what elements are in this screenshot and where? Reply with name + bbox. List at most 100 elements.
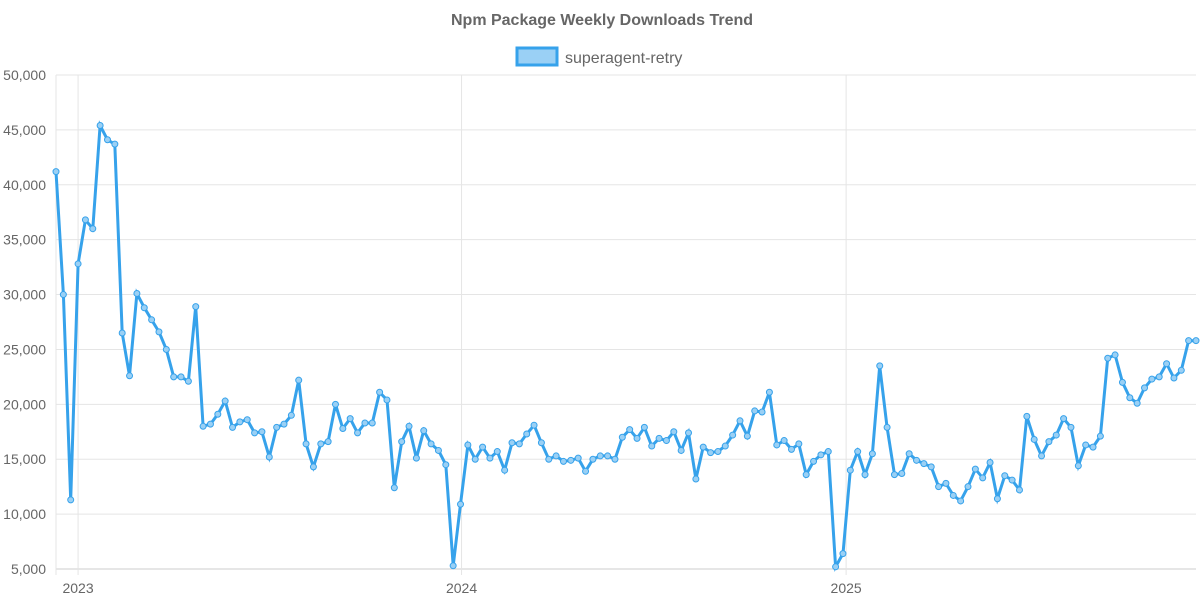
- data-point: [832, 563, 840, 571]
- data-point: [67, 496, 75, 504]
- data-point: [780, 437, 788, 445]
- y-tick-label: 5,000: [11, 561, 46, 577]
- y-tick-label: 10,000: [3, 506, 46, 522]
- data-point: [1089, 443, 1097, 451]
- data-point: [648, 442, 656, 450]
- data-point: [1015, 486, 1023, 494]
- data-point: [229, 423, 237, 431]
- data-point: [670, 428, 678, 436]
- data-point: [810, 457, 818, 465]
- plot-area: [52, 120, 1200, 572]
- data-point: [685, 429, 693, 437]
- data-point: [795, 440, 803, 448]
- data-point: [589, 455, 597, 463]
- data-point: [331, 400, 339, 408]
- data-point: [868, 450, 876, 458]
- data-point: [611, 455, 619, 463]
- data-point: [1111, 351, 1119, 359]
- data-point: [177, 373, 185, 381]
- data-point: [398, 438, 406, 446]
- data-point: [427, 440, 435, 448]
- data-point: [942, 479, 950, 487]
- data-point: [640, 423, 648, 431]
- data-point: [361, 419, 369, 427]
- data-point: [302, 440, 310, 448]
- data-point: [251, 429, 259, 437]
- data-point: [1192, 337, 1200, 345]
- data-point: [1060, 415, 1068, 423]
- data-point: [103, 136, 111, 144]
- data-point: [214, 410, 222, 418]
- data-point: [1148, 375, 1156, 383]
- data-point: [1141, 384, 1149, 392]
- data-point: [309, 463, 317, 471]
- data-point: [265, 453, 273, 461]
- data-point: [464, 441, 472, 449]
- x-tick-label: 2024: [446, 580, 477, 596]
- data-point: [449, 562, 457, 570]
- data-point: [530, 421, 538, 429]
- data-point: [758, 408, 766, 416]
- data-point: [295, 376, 303, 384]
- data-point: [618, 433, 626, 441]
- data-point: [133, 289, 141, 297]
- data-point: [854, 448, 862, 456]
- y-tick-label: 45,000: [3, 122, 46, 138]
- data-point: [434, 446, 442, 454]
- data-point: [537, 439, 545, 447]
- data-point: [846, 466, 854, 474]
- data-point: [765, 388, 773, 396]
- legend[interactable]: superagent-retry: [515, 46, 682, 67]
- data-point: [1126, 394, 1134, 402]
- data-point: [81, 216, 89, 224]
- data-point: [236, 418, 244, 426]
- data-point: [927, 463, 935, 471]
- x-axis: 2023 2024 2025: [62, 580, 861, 596]
- data-point: [155, 328, 163, 336]
- data-point: [1155, 373, 1163, 381]
- x-tick-label: 2025: [831, 580, 862, 596]
- data-point: [1185, 337, 1193, 345]
- data-point: [721, 442, 729, 450]
- data-point: [59, 291, 67, 299]
- data-point: [773, 441, 781, 449]
- legend-label: superagent-retry: [565, 50, 682, 67]
- data-point: [523, 430, 531, 438]
- data-point: [457, 500, 465, 508]
- legend-swatch: [515, 46, 559, 67]
- y-tick-label: 35,000: [3, 232, 46, 248]
- data-point: [405, 422, 413, 430]
- y-tick-label: 50,000: [3, 67, 46, 83]
- data-point: [368, 419, 376, 427]
- data-point: [471, 455, 479, 463]
- data-point: [1104, 354, 1112, 362]
- data-point: [582, 467, 590, 475]
- data-point: [52, 168, 60, 176]
- data-point: [287, 411, 295, 419]
- y-tick-label: 40,000: [3, 177, 46, 193]
- data-point: [339, 424, 347, 432]
- data-point: [1045, 438, 1053, 446]
- data-point: [170, 373, 178, 381]
- data-point: [1163, 360, 1171, 368]
- data-point: [905, 450, 913, 458]
- data-point: [861, 471, 869, 479]
- data-point: [787, 445, 795, 453]
- data-point: [206, 420, 214, 428]
- data-point: [802, 471, 810, 479]
- data-point: [74, 260, 82, 268]
- chart-title: Npm Package Weekly Downloads Trend: [451, 12, 753, 29]
- grid: [55, 74, 1196, 575]
- data-point: [817, 451, 825, 459]
- data-point: [1118, 378, 1126, 386]
- data-point: [993, 495, 1001, 503]
- data-point: [501, 466, 509, 474]
- x-tick-label: 2023: [62, 580, 93, 596]
- data-point: [1177, 366, 1185, 374]
- data-point: [979, 474, 987, 482]
- data-point: [280, 420, 288, 428]
- data-point: [567, 456, 575, 464]
- data-point: [199, 422, 207, 430]
- data-point: [1170, 374, 1178, 382]
- data-point: [442, 461, 450, 469]
